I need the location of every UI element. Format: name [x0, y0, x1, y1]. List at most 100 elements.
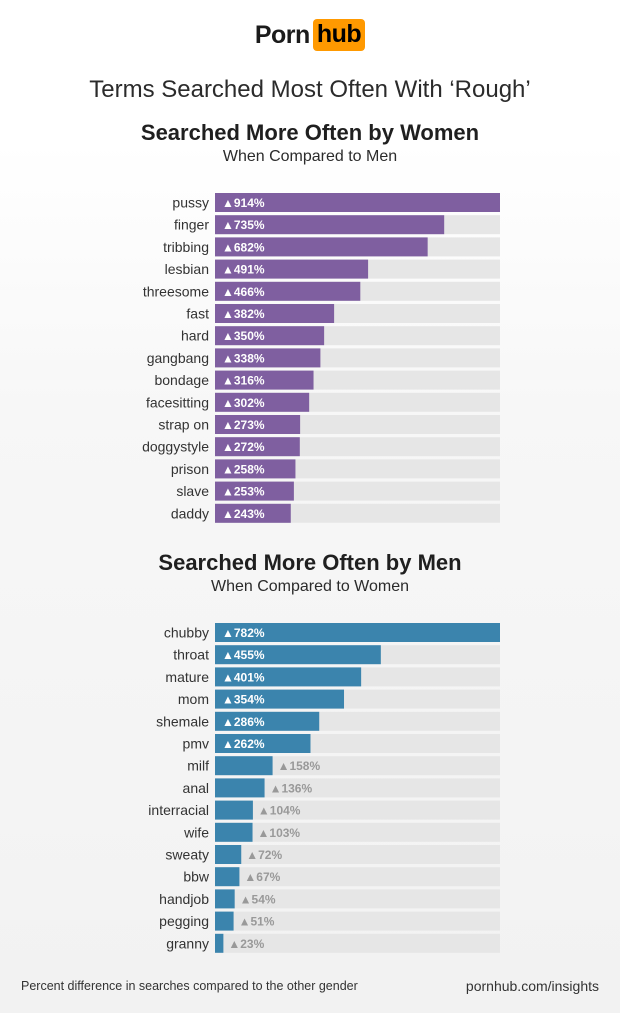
footer-site-link[interactable]: pornhub.com/insights: [465, 978, 599, 994]
men-bar-track: [215, 756, 500, 776]
men-bar: [215, 778, 265, 798]
women-category-label: lesbian: [165, 261, 209, 277]
men-value-label: ▲103%: [258, 826, 301, 840]
women-value-label: ▲350%: [222, 329, 265, 343]
men-bar-track: [215, 933, 500, 953]
women-category-label: slave: [176, 483, 209, 499]
men-bar: [215, 689, 345, 709]
men-value-label: ▲286%: [222, 715, 265, 729]
men-category-label: sweaty: [165, 847, 209, 863]
women-bar: [215, 392, 310, 412]
men-bar: [215, 911, 234, 931]
women-value-label: ▲273%: [222, 418, 265, 432]
women-bar: [215, 259, 369, 279]
women-category-label: bondage: [154, 372, 209, 388]
women-bar: [215, 415, 301, 434]
women-value-label: ▲253%: [222, 485, 265, 499]
women-bar: [215, 193, 500, 212]
women-value-label: ▲272%: [222, 440, 265, 454]
women-bar: [215, 281, 361, 301]
women-bar: [215, 503, 291, 523]
women-category-label: prison: [171, 461, 209, 477]
women-bar: [215, 459, 296, 479]
women-category-label: fast: [186, 306, 209, 322]
men-category-label: mature: [165, 669, 209, 685]
men-category-label: throat: [173, 647, 209, 663]
women-bar: [215, 437, 300, 457]
men-category-label: handjob: [159, 891, 209, 907]
women-value-label: ▲382%: [222, 307, 265, 321]
men-bar-track: [215, 911, 500, 931]
men-bar: [215, 756, 273, 776]
men-category-label: anal: [183, 780, 209, 796]
women-value-label: ▲316%: [222, 374, 265, 388]
women-category-label: doggystyle: [142, 439, 209, 455]
men-chart-title: Searched More Often by Men: [158, 550, 462, 575]
women-bar: [215, 370, 314, 390]
men-bar: [215, 711, 320, 731]
women-value-label: ▲243%: [222, 507, 265, 521]
men-value-label: ▲158%: [278, 759, 321, 773]
women-value-label: ▲682%: [222, 240, 265, 254]
women-category-label: pussy: [172, 195, 209, 211]
women-bar: [215, 215, 445, 235]
men-value-label: ▲67%: [244, 870, 280, 884]
footer-note: Percent difference in searches compared …: [21, 979, 358, 993]
men-value-label: ▲401%: [222, 670, 265, 684]
women-category-label: finger: [174, 217, 209, 233]
women-category-label: threesome: [143, 283, 209, 299]
men-bar-track: [215, 800, 500, 820]
women-bar: [215, 326, 325, 346]
women-bar: [215, 348, 321, 368]
men-bar: [215, 800, 253, 820]
men-value-label: ▲354%: [222, 693, 265, 707]
men-value-label: ▲136%: [270, 781, 313, 795]
men-bar: [215, 667, 362, 687]
men-category-label: milf: [187, 758, 209, 774]
men-category-label: chubby: [164, 625, 209, 641]
women-bar-chart: pussy ▲914% finger ▲735% tribbing ▲682% lesbia…: [142, 193, 500, 523]
men-value-label: ▲54%: [240, 892, 276, 906]
men-value-label: ▲104%: [258, 804, 301, 818]
men-value-label: ▲23%: [228, 937, 264, 951]
women-value-label: ▲466%: [222, 285, 265, 299]
women-category-label: tribbing: [163, 239, 209, 255]
men-bar: [215, 822, 253, 842]
men-bar: [215, 623, 500, 642]
men-category-label: pegging: [159, 913, 209, 929]
women-value-label: ▲302%: [222, 396, 265, 410]
men-chart-subtitle: When Compared to Women: [210, 578, 409, 595]
men-bar-chart: chubby ▲782% throat ▲455% mature ▲401% mom ▲354…: [148, 623, 500, 953]
men-category-label: granny: [166, 935, 209, 951]
women-value-label: ▲491%: [222, 263, 265, 277]
men-category-label: wife: [183, 824, 209, 840]
women-category-label: facesitting: [146, 394, 209, 410]
men-bar: [215, 645, 381, 665]
women-value-label: ▲338%: [222, 351, 265, 365]
men-bar: [215, 933, 224, 953]
pornhub-logo: Porn hub: [0, 19, 620, 51]
men-category-label: interracial: [148, 802, 209, 818]
men-value-label: ▲72%: [246, 848, 282, 862]
women-bar: [215, 237, 428, 257]
women-category-label: gangbang: [147, 350, 209, 366]
women-value-label: ▲914%: [222, 196, 265, 210]
men-category-label: bbw: [183, 869, 210, 885]
men-bar-track: [215, 867, 500, 887]
men-bar-track: [215, 845, 500, 864]
men-value-label: ▲782%: [222, 626, 265, 640]
women-category-label: hard: [181, 328, 209, 344]
women-category-label: strap on: [158, 417, 209, 433]
men-category-label: shemale: [156, 713, 209, 729]
women-chart-title: Searched More Often by Women: [140, 120, 480, 145]
men-bar: [215, 734, 311, 753]
men-category-label: mom: [178, 691, 209, 707]
men-value-label: ▲455%: [222, 648, 265, 662]
men-value-label: ▲262%: [222, 737, 265, 751]
men-value-label: ▲51%: [239, 915, 275, 929]
logo-badge: hub: [312, 19, 366, 51]
women-chart-subtitle: When Compared to Men: [222, 148, 398, 165]
logo-word: Porn: [254, 20, 310, 49]
men-bar: [215, 889, 235, 909]
